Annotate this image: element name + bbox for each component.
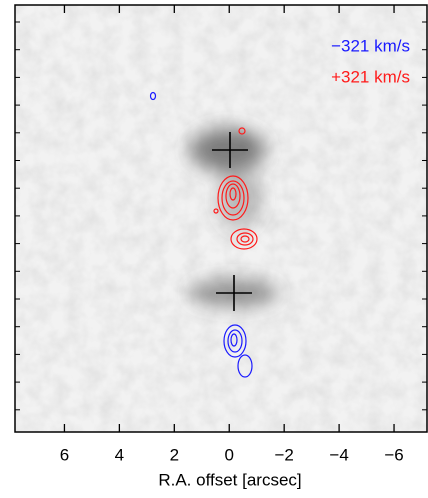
- y-ticks: [15, 21, 427, 411]
- x-tick-label: −6: [384, 445, 403, 464]
- image: [15, 5, 427, 432]
- x-tick-label: −2: [274, 445, 293, 464]
- x-tick-label: 2: [170, 445, 179, 464]
- legend-entry: +321 km/s: [331, 67, 410, 86]
- x-axis-label: R.A. offset [arcsec]: [158, 470, 301, 489]
- x-tick-label: 6: [60, 445, 69, 464]
- x-tick-label: 4: [115, 445, 124, 464]
- blue-contours: [149, 91, 253, 378]
- frame: [14, 4, 428, 433]
- legend-entry: −321 km/s: [331, 36, 410, 55]
- x-tick-label: −4: [329, 445, 348, 464]
- x-tick-label: 0: [225, 445, 234, 464]
- red-contours: [213, 127, 258, 250]
- position-markers: [212, 132, 252, 311]
